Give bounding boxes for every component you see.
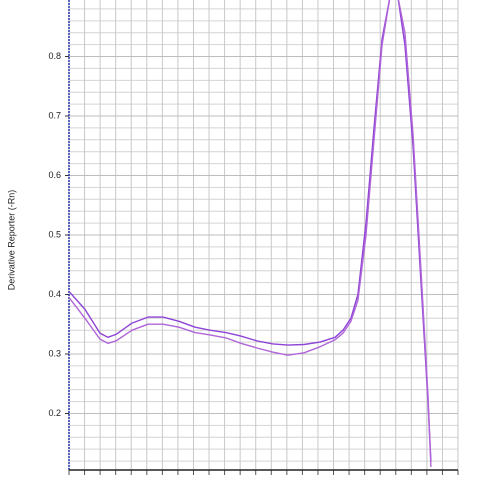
y-tick-label: 0.7 xyxy=(48,110,61,120)
line-series xyxy=(69,0,432,462)
y-tick-label: 0.6 xyxy=(48,170,61,180)
y-tick-label: 0.2 xyxy=(48,408,61,418)
plot-area xyxy=(69,0,432,468)
y-tick-label: 0.5 xyxy=(48,229,61,239)
line-series xyxy=(69,0,432,468)
y-tick-label: 0.4 xyxy=(48,289,61,299)
y-tick-label: 0.3 xyxy=(48,348,61,358)
y-axis-label: Derivative Reporter (-Rn) xyxy=(6,190,16,291)
y-tick-label: 0.8 xyxy=(48,51,61,61)
